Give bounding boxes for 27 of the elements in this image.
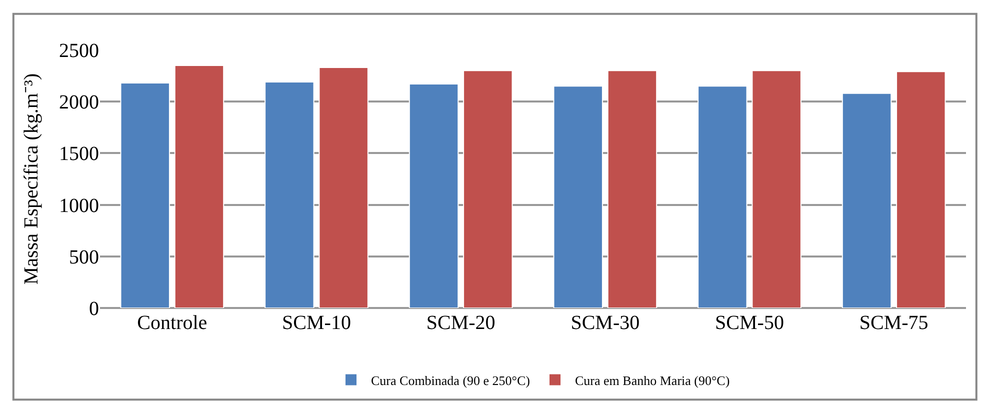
bar [408, 84, 459, 308]
bar [607, 70, 658, 308]
x-tick-label: SCM-50 [715, 312, 784, 334]
y-tick-label: 0 [89, 298, 99, 320]
y-tick-label: 500 [69, 246, 99, 268]
bar [174, 64, 224, 308]
bar [752, 70, 802, 308]
x-tick-label: SCM-10 [282, 312, 351, 334]
y-tick-label: 2000 [59, 92, 99, 114]
y-axis-title: Massa Específica (kg.m⁻³) [20, 73, 42, 285]
y-tick-label: 2500 [59, 40, 99, 62]
y-tick-label: 1000 [59, 194, 99, 217]
x-tick-label: SCM-20 [426, 312, 496, 334]
legend-label: Cura Combinada (90 e 250°C) [371, 372, 530, 388]
x-tick-label: SCM-30 [570, 312, 640, 334]
legend-label: Cura em Banho Maria (90°C) [575, 372, 730, 388]
bar [264, 81, 314, 308]
bar [698, 86, 748, 308]
bar [842, 92, 892, 308]
bar [318, 67, 368, 308]
bar [553, 86, 603, 308]
bar [463, 70, 513, 308]
x-tick-label: Controle [137, 312, 208, 334]
bar [896, 71, 946, 308]
bar [120, 82, 170, 308]
x-tick-label: SCM-75 [859, 312, 928, 334]
y-tick-label: 1500 [59, 143, 99, 166]
